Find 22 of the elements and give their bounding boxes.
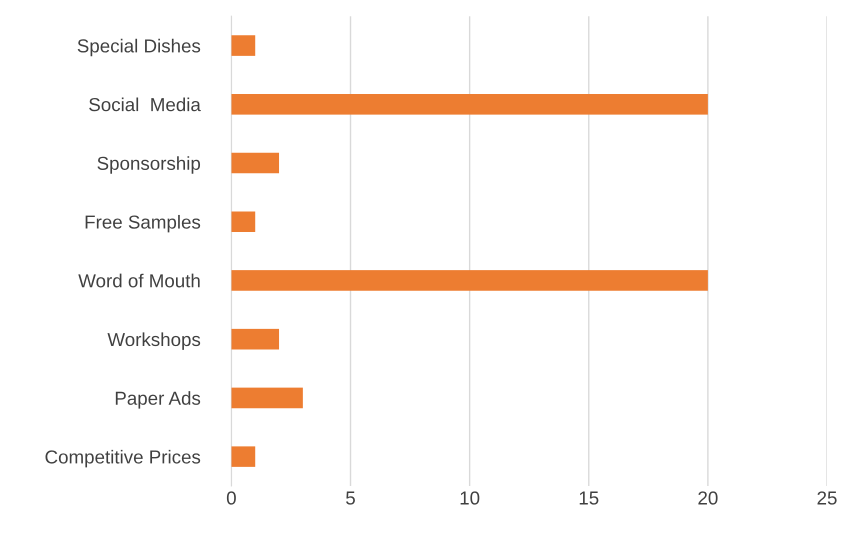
y-tick-label: Social Media (89, 97, 201, 112)
bar (231, 446, 256, 467)
x-tick-label: 20 (698, 491, 718, 505)
bar (231, 94, 708, 115)
bar (231, 152, 280, 174)
bar (231, 270, 708, 291)
bar (231, 35, 256, 56)
x-tick-label: 10 (460, 491, 480, 505)
x-tick-label: 0 (226, 491, 236, 505)
y-tick-label: Free Samples (86, 214, 200, 232)
bar (231, 211, 256, 232)
y-tick-label: Workshops (107, 332, 200, 350)
y-tick-label: Special Dishes (78, 38, 200, 56)
x-tick-label: 15 (580, 492, 598, 505)
bar (231, 328, 280, 350)
x-tick-label: 25 (818, 491, 837, 505)
y-tick-label: Word of Mouth (78, 274, 200, 288)
y-tick-label: Paper Ads (116, 391, 200, 409)
y-tick-label: Competitive Prices (45, 450, 200, 468)
bar (231, 388, 303, 408)
x-tick-label: 5 (346, 492, 355, 505)
y-tick-label: Sponsorship (97, 156, 200, 174)
